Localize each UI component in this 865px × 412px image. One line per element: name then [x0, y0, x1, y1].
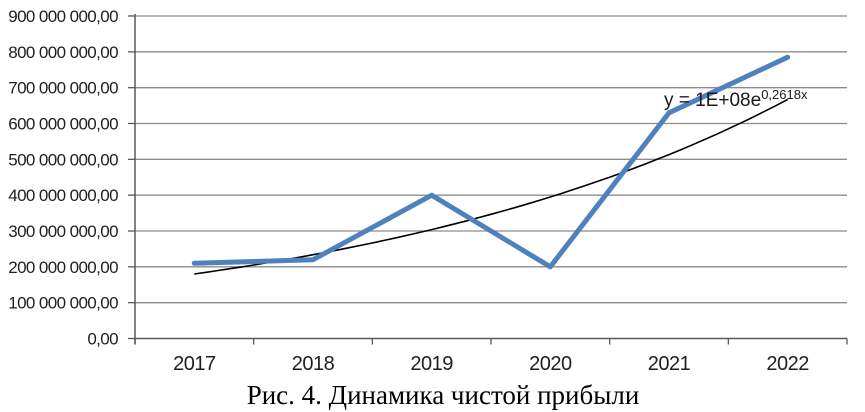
- x-axis-tick-label: 2022: [766, 353, 809, 375]
- trendline-equation-label: y = 1E+08e0,2618x: [664, 87, 808, 111]
- x-axis-tick-label: 2018: [292, 353, 335, 375]
- y-axis-tick-labels: 0,00 100 000 000,00 200 000 000,00 300 000 …: [8, 7, 119, 349]
- y-axis-tick-label: 800 000 000,00: [8, 43, 118, 62]
- y-axis-tick-label: 700 000 000,00: [8, 79, 118, 98]
- x-axis-tick-label: 2021: [648, 353, 691, 375]
- net-profit-series-line: [191, 54, 791, 270]
- axes: [128, 14, 848, 345]
- x-axis-tick-label: 2020: [529, 353, 572, 375]
- equation-exponent-text: 0,2618x: [761, 87, 808, 102]
- y-axis-tick-label: 100 000 000,00: [8, 294, 118, 313]
- y-axis-tick-label: 200 000 000,00: [8, 258, 118, 277]
- gridlines: [135, 15, 847, 304]
- y-axis-tick-label: 400 000 000,00: [8, 186, 118, 205]
- y-axis-tick-label: 600 000 000,00: [8, 115, 118, 134]
- exponential-trendline: [194, 98, 789, 275]
- y-axis-tick-label: 0,00: [87, 330, 118, 349]
- figure-caption: Рис. 4. Динамика чистой прибыли: [247, 380, 640, 410]
- x-axis-tick-label: 2017: [173, 353, 216, 375]
- y-axis-tick-label: 900 000 000,00: [8, 7, 118, 26]
- y-axis-tick-label: 300 000 000,00: [8, 222, 118, 241]
- equation-base-text: y = 1E+08e: [664, 90, 761, 111]
- y-axis-tick-label: 500 000 000,00: [8, 150, 118, 169]
- x-axis-tick-label: 2019: [410, 353, 453, 375]
- x-axis-tick-labels: 2017 2018 2019 2020 2021 2022: [173, 353, 810, 375]
